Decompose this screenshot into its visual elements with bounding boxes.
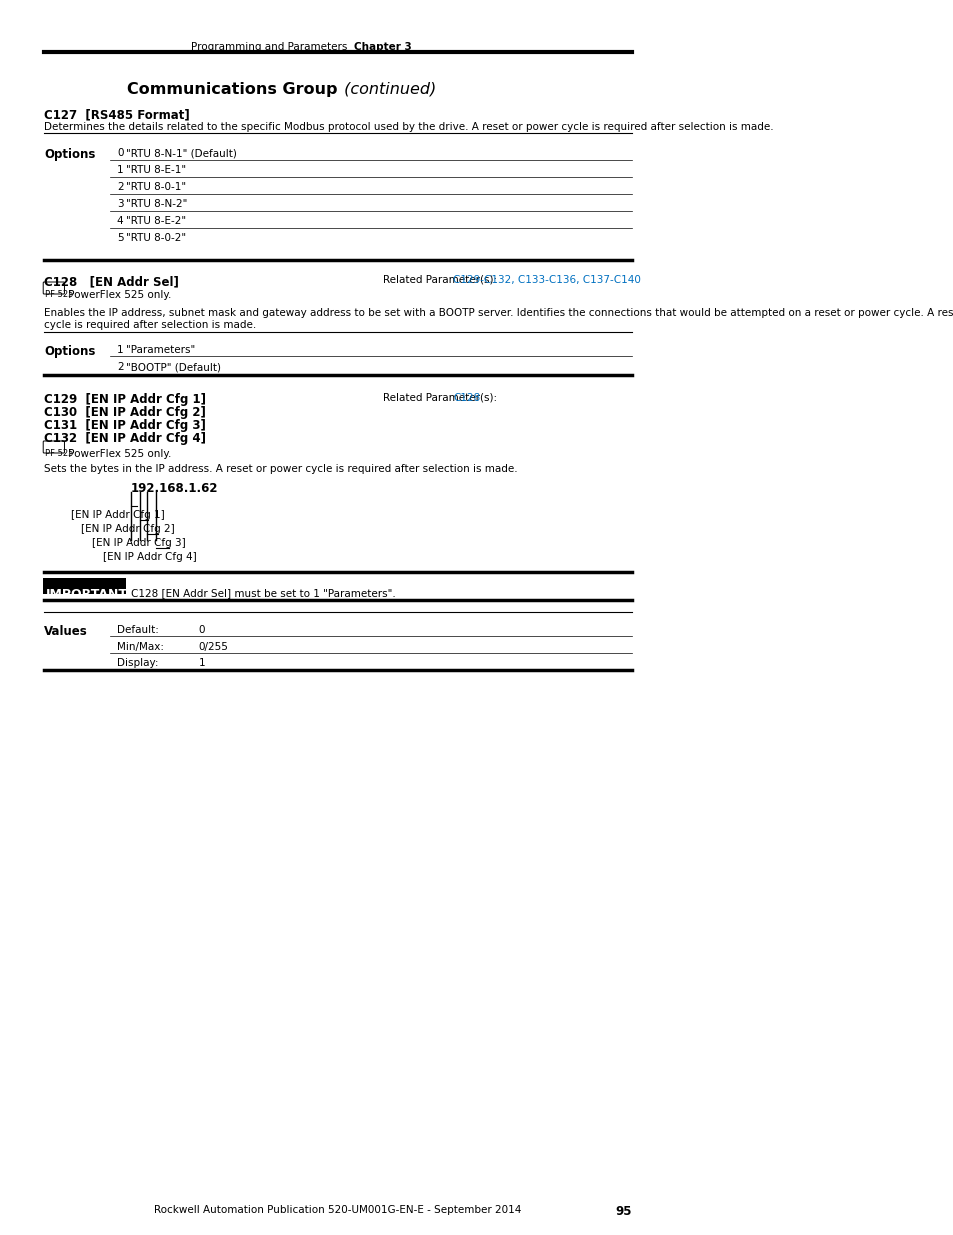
- Text: Communications Group: Communications Group: [128, 82, 337, 98]
- Text: 1: 1: [117, 345, 123, 354]
- Text: Sets the bytes in the IP address. A reset or power cycle is required after selec: Sets the bytes in the IP address. A rese…: [44, 464, 517, 474]
- Text: 3: 3: [117, 199, 123, 209]
- Text: C128 [EN Addr Sel] must be set to 1 "Parameters".: C128 [EN Addr Sel] must be set to 1 "Par…: [131, 588, 395, 598]
- Text: PF 525: PF 525: [46, 290, 73, 299]
- Text: 0: 0: [117, 148, 123, 158]
- Text: Min/Max:: Min/Max:: [117, 642, 164, 652]
- Text: "RTU 8-0-2": "RTU 8-0-2": [126, 233, 186, 243]
- FancyBboxPatch shape: [43, 441, 65, 453]
- Text: C128: C128: [453, 393, 480, 403]
- Text: "RTU 8-E-2": "RTU 8-E-2": [126, 216, 186, 226]
- Text: "Parameters": "Parameters": [126, 345, 195, 354]
- Text: C129  [EN IP Addr Cfg 1]: C129 [EN IP Addr Cfg 1]: [44, 393, 206, 406]
- Text: 4: 4: [117, 216, 123, 226]
- Text: C129-C132, C133-C136, C137-C140: C129-C132, C133-C136, C137-C140: [453, 275, 640, 285]
- Text: Options: Options: [44, 345, 95, 358]
- Text: "BOOTP" (Default): "BOOTP" (Default): [126, 362, 221, 372]
- Text: Options: Options: [44, 148, 95, 161]
- Text: Display:: Display:: [117, 658, 158, 668]
- Text: cycle is required after selection is made.: cycle is required after selection is mad…: [44, 320, 256, 330]
- Text: Enables the IP address, subnet mask and gateway address to be set with a BOOTP s: Enables the IP address, subnet mask and …: [44, 308, 953, 317]
- Text: 5: 5: [117, 233, 123, 243]
- Text: 0: 0: [198, 625, 205, 635]
- Text: 0/255: 0/255: [198, 642, 228, 652]
- Text: PowerFlex 525 only.: PowerFlex 525 only.: [65, 450, 172, 459]
- Text: PF 525: PF 525: [46, 450, 73, 458]
- Text: "RTU 8-E-1": "RTU 8-E-1": [126, 165, 186, 175]
- Text: "RTU 8-N-2": "RTU 8-N-2": [126, 199, 188, 209]
- Text: 1: 1: [198, 658, 205, 668]
- Text: "RTU 8-0-1": "RTU 8-0-1": [126, 182, 186, 191]
- FancyBboxPatch shape: [43, 578, 126, 594]
- Text: IMPORTANT: IMPORTANT: [46, 588, 128, 601]
- Text: C132  [EN IP Addr Cfg 4]: C132 [EN IP Addr Cfg 4]: [44, 432, 206, 445]
- Text: C127  [RS485 Format]: C127 [RS485 Format]: [44, 107, 190, 121]
- Text: [EN IP Addr Cfg 2]: [EN IP Addr Cfg 2]: [81, 524, 175, 534]
- Text: "RTU 8-N-1" (Default): "RTU 8-N-1" (Default): [126, 148, 236, 158]
- Text: Values: Values: [44, 625, 88, 638]
- Text: PowerFlex 525 only.: PowerFlex 525 only.: [65, 290, 172, 300]
- Text: Programming and Parameters: Programming and Parameters: [191, 42, 347, 52]
- Text: C131  [EN IP Addr Cfg 3]: C131 [EN IP Addr Cfg 3]: [44, 419, 206, 432]
- Text: Default:: Default:: [117, 625, 158, 635]
- Text: 2: 2: [117, 182, 123, 191]
- Text: (continued): (continued): [339, 82, 436, 98]
- Text: C130  [EN IP Addr Cfg 2]: C130 [EN IP Addr Cfg 2]: [44, 406, 206, 419]
- Text: 2: 2: [117, 362, 123, 372]
- Text: Related Parameter(s):: Related Parameter(s):: [382, 275, 499, 285]
- Text: [EN IP Addr Cfg 1]: [EN IP Addr Cfg 1]: [71, 510, 165, 520]
- Text: Chapter 3: Chapter 3: [354, 42, 412, 52]
- Text: 95: 95: [615, 1205, 631, 1218]
- Text: C128   [EN Addr Sel]: C128 [EN Addr Sel]: [44, 275, 178, 288]
- Text: 1: 1: [117, 165, 123, 175]
- Text: Related Parameter(s):: Related Parameter(s):: [382, 393, 499, 403]
- Text: [EN IP Addr Cfg 3]: [EN IP Addr Cfg 3]: [92, 538, 186, 548]
- Text: 192.168.1.62: 192.168.1.62: [131, 482, 218, 495]
- Text: Rockwell Automation Publication 520-UM001G-EN-E - September 2014: Rockwell Automation Publication 520-UM00…: [154, 1205, 521, 1215]
- FancyBboxPatch shape: [43, 282, 65, 294]
- Text: Determines the details related to the specific Modbus protocol used by the drive: Determines the details related to the sp…: [44, 122, 773, 132]
- Text: [EN IP Addr Cfg 4]: [EN IP Addr Cfg 4]: [103, 552, 196, 562]
